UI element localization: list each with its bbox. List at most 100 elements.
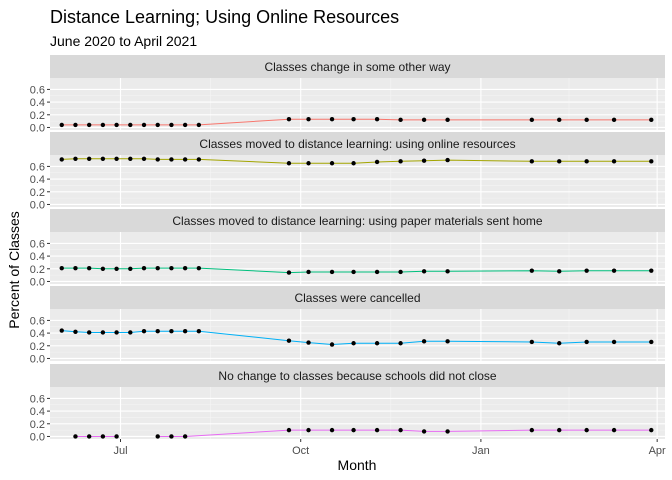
facet-panels: Classes change in some other way0.00.20.… — [30, 55, 665, 443]
data-point — [351, 117, 356, 122]
y-axis-title: Percent of Classes — [6, 211, 22, 329]
data-point — [649, 268, 654, 273]
data-point — [73, 434, 78, 439]
data-point — [182, 157, 188, 162]
y-tick-label: 0.4 — [30, 328, 45, 340]
data-point — [557, 427, 562, 433]
data-point — [611, 117, 617, 123]
data-point — [73, 122, 78, 128]
data-point — [169, 434, 174, 439]
panel-background — [50, 309, 665, 361]
data-point — [445, 157, 450, 163]
data-point — [649, 159, 654, 164]
data-point — [128, 330, 133, 335]
y-tick-label: 0.6 — [30, 84, 45, 96]
data-point — [182, 265, 188, 271]
data-point — [329, 427, 335, 433]
data-point — [141, 156, 147, 162]
data-point — [114, 156, 119, 162]
data-point — [649, 117, 654, 123]
y-tick-label: 0.6 — [30, 315, 45, 327]
y-tick-label: 0.2 — [30, 187, 45, 199]
data-point — [155, 434, 160, 439]
data-point — [421, 429, 427, 434]
chart-subtitle: June 2020 to April 2021 — [50, 33, 197, 49]
data-point — [374, 159, 380, 165]
y-tick-label: 0.6 — [30, 393, 45, 405]
panel-background — [50, 387, 665, 439]
facet-panel: Classes moved to distance learning: usin… — [30, 132, 665, 211]
data-point — [445, 429, 450, 434]
data-point — [182, 434, 188, 439]
facet-strip-label: Classes moved to distance learning: usin… — [199, 137, 515, 151]
y-tick-label: 0.0 — [30, 199, 45, 211]
data-point — [73, 329, 78, 335]
data-point — [529, 117, 535, 123]
data-point — [445, 117, 450, 123]
data-point — [557, 269, 562, 274]
data-point — [128, 266, 133, 271]
data-point — [155, 265, 160, 271]
x-axis: Jul Oct Jan Apr — [113, 439, 666, 457]
data-point — [100, 156, 106, 162]
data-point — [169, 265, 174, 271]
data-point — [351, 269, 356, 275]
facet-strip — [50, 55, 665, 78]
y-tick-label: 0.2 — [30, 419, 45, 431]
x-tick-label: Apr — [649, 445, 666, 457]
x-tick-label: Oct — [292, 445, 309, 457]
data-point — [59, 122, 64, 128]
y-tick-label: 0.2 — [30, 110, 45, 122]
data-point — [306, 269, 311, 275]
data-point — [306, 427, 311, 433]
facet-strip — [50, 209, 665, 232]
data-point — [141, 265, 147, 271]
series-line — [61, 267, 652, 274]
data-point — [398, 269, 403, 275]
data-point — [557, 117, 562, 123]
data-point — [86, 434, 92, 439]
y-tick-label: 0.6 — [30, 238, 45, 250]
series-line — [61, 330, 652, 346]
data-point — [421, 269, 427, 274]
y-tick-label: 0.2 — [30, 264, 45, 276]
data-point — [351, 427, 356, 433]
facet-panel: No change to classes because schools did… — [30, 364, 665, 443]
data-point — [374, 427, 380, 433]
data-point — [73, 156, 78, 162]
data-point — [286, 117, 292, 122]
y-tick-label: 0.0 — [30, 122, 45, 134]
data-point — [351, 161, 356, 166]
y-tick-label: 0.4 — [30, 406, 45, 418]
y-tick-label: 0.4 — [30, 97, 45, 109]
panel-background — [50, 232, 665, 284]
data-point — [374, 269, 380, 275]
data-point — [169, 328, 174, 334]
data-point — [182, 328, 188, 334]
data-point — [398, 117, 403, 123]
data-point — [584, 159, 589, 164]
data-point — [114, 266, 119, 271]
data-point — [398, 341, 403, 346]
data-point — [100, 330, 106, 335]
data-point — [306, 117, 311, 122]
data-point — [329, 342, 335, 347]
data-point — [114, 434, 119, 439]
data-point — [128, 156, 133, 162]
data-point — [421, 117, 427, 123]
data-point — [155, 122, 160, 128]
y-tick-label: 0.6 — [30, 161, 45, 173]
data-point — [611, 339, 617, 345]
data-point — [329, 161, 335, 166]
data-point — [351, 341, 356, 346]
series-line — [61, 118, 652, 126]
y-tick-label: 0.4 — [30, 174, 45, 186]
data-point — [169, 122, 174, 128]
data-point — [141, 328, 147, 334]
facet-strip-label: Classes change in some other way — [264, 60, 450, 74]
data-point — [155, 157, 160, 162]
y-tick-label: 0.0 — [30, 353, 45, 365]
data-point — [169, 157, 174, 162]
data-point — [196, 157, 202, 162]
